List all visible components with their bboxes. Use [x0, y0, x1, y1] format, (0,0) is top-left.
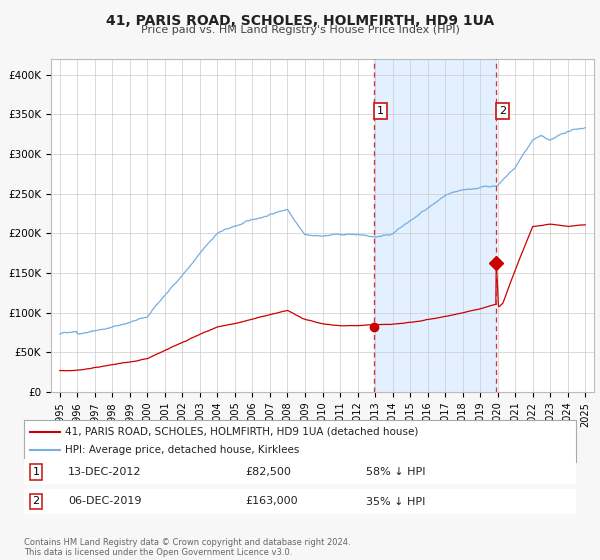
Text: Price paid vs. HM Land Registry's House Price Index (HPI): Price paid vs. HM Land Registry's House … — [140, 25, 460, 35]
Text: Contains HM Land Registry data © Crown copyright and database right 2024.
This d: Contains HM Land Registry data © Crown c… — [24, 538, 350, 557]
Text: £163,000: £163,000 — [245, 497, 298, 506]
Text: 13-DEC-2012: 13-DEC-2012 — [68, 467, 142, 477]
Text: 35% ↓ HPI: 35% ↓ HPI — [366, 497, 425, 506]
Text: 41, PARIS ROAD, SCHOLES, HOLMFIRTH, HD9 1UA: 41, PARIS ROAD, SCHOLES, HOLMFIRTH, HD9 … — [106, 14, 494, 28]
Text: 41, PARIS ROAD, SCHOLES, HOLMFIRTH, HD9 1UA (detached house): 41, PARIS ROAD, SCHOLES, HOLMFIRTH, HD9 … — [65, 427, 419, 437]
Text: 2: 2 — [32, 497, 40, 506]
Text: HPI: Average price, detached house, Kirklees: HPI: Average price, detached house, Kirk… — [65, 445, 300, 455]
Bar — [374, 59, 496, 392]
Text: 1: 1 — [32, 467, 40, 477]
Text: 1: 1 — [377, 106, 384, 116]
Text: £82,500: £82,500 — [245, 467, 290, 477]
Text: 06-DEC-2019: 06-DEC-2019 — [68, 497, 142, 506]
Text: 58% ↓ HPI: 58% ↓ HPI — [366, 467, 426, 477]
Text: 2: 2 — [499, 106, 506, 116]
